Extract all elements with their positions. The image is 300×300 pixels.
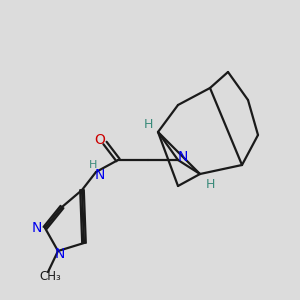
- Text: N: N: [95, 168, 105, 182]
- Text: H: H: [205, 178, 215, 190]
- Text: O: O: [94, 133, 105, 147]
- Text: N: N: [178, 150, 188, 164]
- Text: CH₃: CH₃: [39, 271, 61, 284]
- Text: N: N: [55, 247, 65, 261]
- Text: H: H: [143, 118, 153, 130]
- Text: H: H: [89, 160, 97, 170]
- Text: N: N: [32, 221, 42, 235]
